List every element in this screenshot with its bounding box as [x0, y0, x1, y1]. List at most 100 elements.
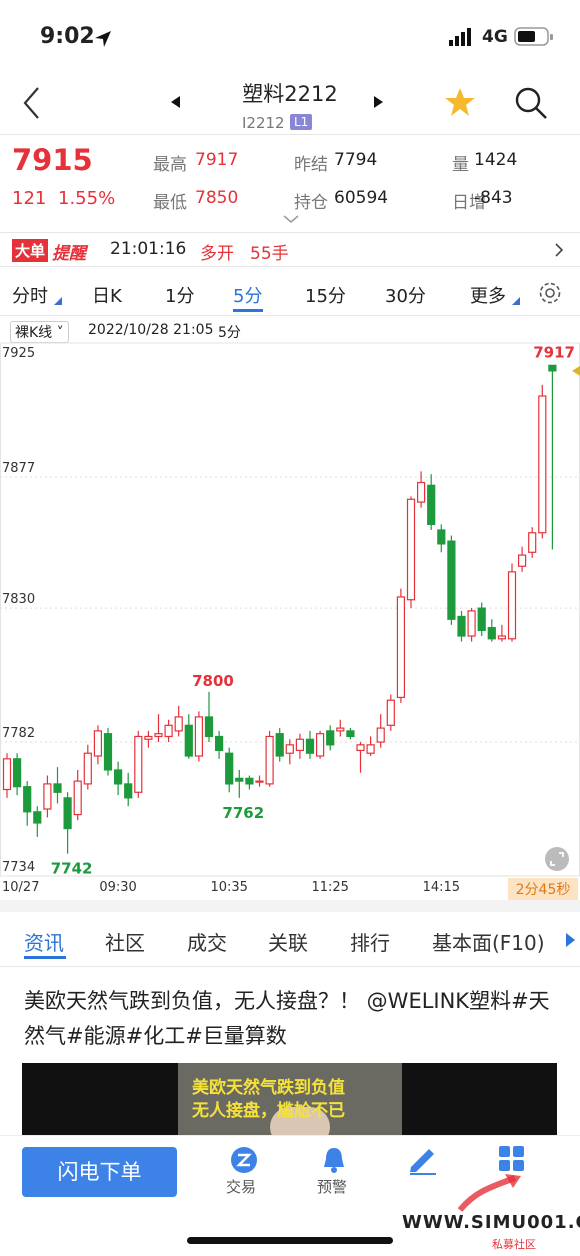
field-label: 持仓	[294, 193, 328, 213]
alert-icon[interactable]	[319, 1145, 349, 1175]
news-tab[interactable]: 社区	[105, 931, 145, 955]
news-tab[interactable]: 资讯	[24, 931, 64, 955]
candle-body	[83, 752, 92, 785]
status-time: 9:02	[40, 24, 95, 49]
kline-chart: 7734 7782 7830 7877 7925 10/27 09:30 10:35 11:25…	[0, 342, 580, 900]
battery-icon	[514, 27, 553, 46]
candle-body	[356, 744, 365, 752]
candle-body	[326, 730, 335, 746]
signal-icon	[449, 28, 471, 46]
favorite-button[interactable]	[444, 86, 476, 118]
prev-button[interactable]	[170, 95, 182, 109]
alert-more[interactable]	[554, 242, 564, 258]
candle-body	[124, 783, 133, 799]
news-tabs-more[interactable]	[564, 932, 576, 948]
candle-body	[457, 615, 466, 637]
next-button[interactable]	[372, 95, 384, 109]
field-value: 7917	[195, 150, 239, 170]
divider	[0, 315, 580, 316]
candle-body	[386, 699, 395, 726]
news-tab[interactable]: 排行	[350, 931, 390, 955]
search-button[interactable]	[514, 86, 548, 120]
candle-body	[528, 532, 537, 553]
period-tab[interactable]: 更多	[470, 286, 506, 307]
alert-badge: 大单	[12, 239, 49, 262]
candle-body	[235, 777, 244, 782]
x-tick-label: 09:30	[99, 880, 136, 895]
candle-body	[538, 395, 547, 534]
note-icon[interactable]	[407, 1145, 439, 1175]
candle-body	[134, 735, 143, 793]
period-tab[interactable]: 分时	[12, 286, 48, 307]
field-value: 7794	[334, 150, 378, 170]
y-tick-label: 7877	[2, 461, 35, 476]
news-video[interactable]: 美欧天然气跌到负值 无人接盘，尴尬不已	[22, 1063, 557, 1135]
candle-body	[477, 607, 486, 632]
quick-order-button[interactable]: 闪电下单	[22, 1147, 177, 1197]
chart-period: 5分	[218, 325, 241, 341]
period-tab[interactable]: 15分	[305, 286, 346, 307]
candle-body	[174, 716, 183, 732]
alert-amount: 55手	[250, 244, 289, 264]
fullscreen-button[interactable]	[545, 847, 569, 871]
candle-body	[103, 733, 113, 771]
candle-body	[184, 724, 193, 757]
settings-button[interactable]	[537, 280, 563, 306]
period-tab[interactable]: 30分	[385, 286, 426, 307]
candle-body	[13, 758, 22, 788]
x-tick-label: 11:25	[311, 880, 348, 895]
candle-body	[497, 635, 506, 640]
candle-body	[43, 783, 52, 810]
period-tab[interactable]: 5分	[233, 286, 263, 307]
candle-body	[93, 730, 103, 757]
candle-body	[406, 498, 416, 601]
news-tab[interactable]: 基本面(F10)	[432, 931, 545, 955]
extreme-label: 7762	[222, 804, 264, 822]
candle-body	[154, 733, 163, 738]
spacer	[0, 900, 580, 912]
plot-frame	[0, 342, 580, 877]
alert-time: 21:01:16	[110, 239, 187, 259]
news-tab[interactable]: 成交	[187, 931, 227, 955]
alert-action: 多开	[200, 244, 234, 264]
trade-label: 交易	[226, 1178, 257, 1196]
y-tick-label: 7925	[2, 346, 35, 361]
watermark-caption: 私募社区	[492, 1238, 536, 1251]
candle-body	[204, 716, 214, 738]
contract-code: I2212	[242, 114, 285, 132]
candle-body	[517, 554, 527, 567]
trade-icon[interactable]	[229, 1146, 259, 1174]
news-tab[interactable]: 关联	[268, 931, 308, 955]
back-button[interactable]	[20, 86, 44, 120]
candle-body	[417, 481, 426, 503]
last-price-marker	[572, 365, 580, 376]
candle-body	[376, 727, 385, 743]
period-tab[interactable]: 1分	[165, 286, 195, 307]
candle-body	[336, 727, 345, 732]
watermark-site: WWW.SIMU001.CN	[402, 1212, 580, 1233]
extreme-label: 7800	[192, 672, 234, 690]
candle-body	[33, 811, 42, 824]
news-title[interactable]: 美欧天然气跌到负值，无人接盘？！ @WELINK塑料#天然气#能源#化工#巨量算…	[24, 989, 550, 1048]
tab-dropdown	[512, 297, 520, 305]
y-tick-label: 7734	[2, 860, 35, 875]
alert-label-bottom: 预警	[317, 1178, 348, 1196]
period-tab[interactable]: 日K	[92, 286, 122, 307]
chart-mode-label: 裸K线	[15, 325, 53, 341]
grid-icon[interactable]	[498, 1145, 526, 1173]
candle-body	[396, 596, 405, 699]
watermark-logo	[457, 1174, 521, 1212]
candle-body	[467, 610, 476, 637]
candle-body	[366, 744, 375, 754]
candle-body	[316, 733, 325, 757]
video-person	[270, 1107, 330, 1135]
field-value: 60594	[334, 188, 389, 208]
expand-button[interactable]	[282, 214, 300, 224]
divider	[0, 232, 580, 233]
extreme-label: 7742	[51, 860, 93, 878]
field-value: 7850	[195, 188, 239, 208]
network: 4G	[482, 27, 508, 47]
chart-datetime: 2022/10/28 21:05	[88, 322, 214, 338]
candle-body	[507, 571, 517, 640]
